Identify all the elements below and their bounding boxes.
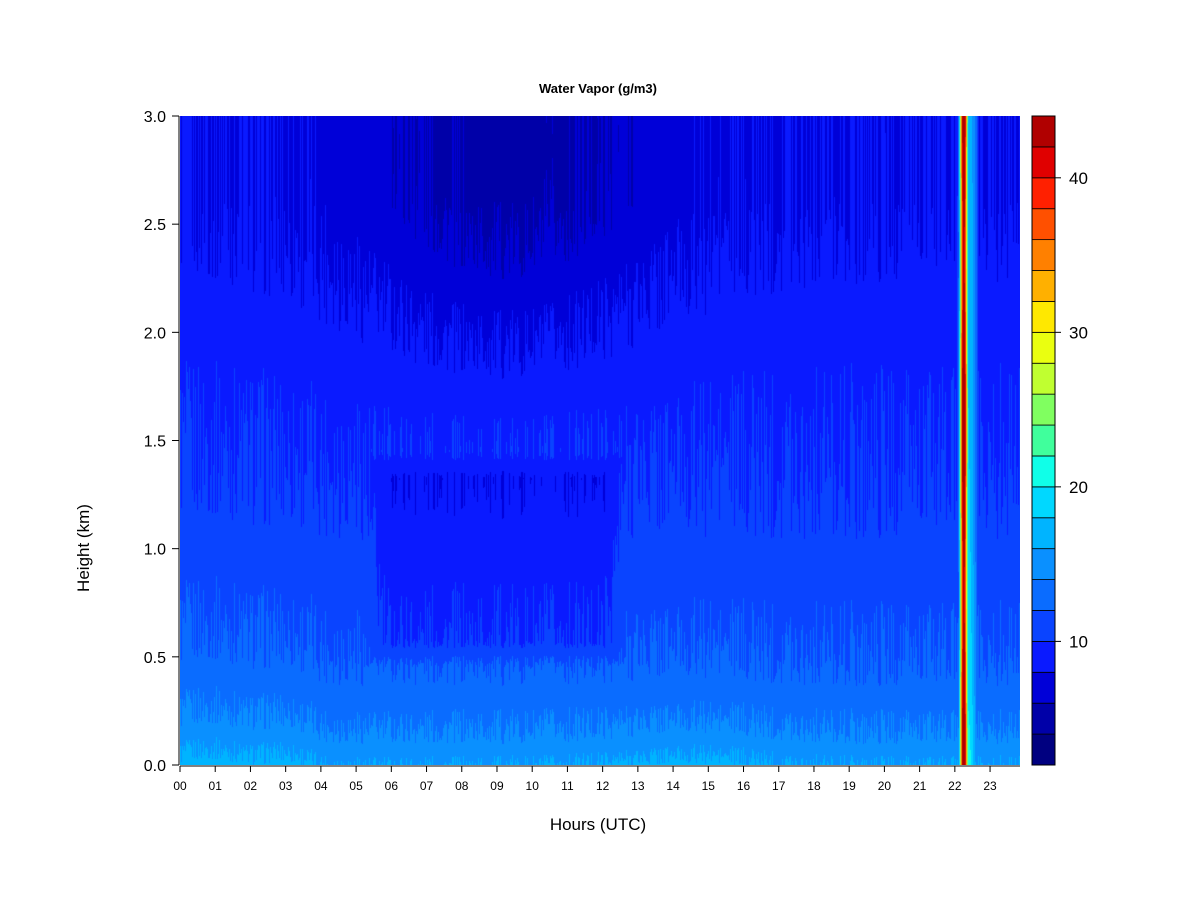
- y-tick-label: 0.5: [144, 650, 166, 667]
- y-tick-label: 2.0: [144, 325, 166, 342]
- colorbar-swatch: [1031, 640, 1056, 673]
- colorbar-frame: [1031, 115, 1056, 766]
- colorbar-swatch: [1031, 548, 1056, 580]
- colorbar-swatch: [1031, 517, 1056, 550]
- x-tick-label: 00: [173, 779, 187, 793]
- x-tick-label: 17: [772, 779, 786, 793]
- colorbar: 10 20 30 40: [1031, 115, 1088, 766]
- x-tick-label: 14: [666, 779, 680, 793]
- x-tick-label: 23: [983, 779, 997, 793]
- y-tick-label: 2.5: [144, 217, 166, 234]
- colorbar-swatch: [1031, 115, 1056, 148]
- x-tick-label: 21: [913, 779, 927, 793]
- water-vapor-field: [180, 116, 1020, 765]
- x-tick-label: 12: [596, 779, 610, 793]
- colorbar-tick-label: 20: [1069, 478, 1088, 497]
- colorbar-swatch: [1031, 362, 1056, 395]
- chart-title: Water Vapor (g/m3): [539, 81, 657, 96]
- y-axis-label: Height (km): [74, 504, 93, 592]
- colorbar-swatch: [1031, 146, 1056, 179]
- colorbar-swatch: [1031, 239, 1056, 271]
- y-tick-label: 0.0: [144, 758, 166, 775]
- colorbar-swatch: [1031, 301, 1056, 333]
- x-tick-label: 19: [843, 779, 857, 793]
- colorbar-tick-label: 30: [1069, 323, 1088, 342]
- colorbar-swatch: [1031, 208, 1056, 241]
- x-tick-label: 10: [526, 779, 540, 793]
- x-tick-label: 05: [349, 779, 363, 793]
- y-tick-label: 3.0: [144, 109, 166, 126]
- x-tick-label: 13: [631, 779, 645, 793]
- y-axis: 0.0 0.5 1.0 1.5 2.0 2.5 3.0: [144, 109, 180, 775]
- x-tick-label: 01: [209, 779, 223, 793]
- x-tick-label: 08: [455, 779, 469, 793]
- colorbar-swatch: [1031, 702, 1056, 735]
- colorbar-swatch: [1031, 455, 1056, 488]
- x-tick-label: 20: [878, 779, 892, 793]
- colorbar-swatch: [1031, 393, 1056, 426]
- colorbar-swatch: [1031, 424, 1056, 457]
- x-tick-label: 22: [948, 779, 962, 793]
- x-tick-label: 07: [420, 779, 434, 793]
- colorbar-swatch: [1031, 270, 1056, 302]
- x-tick-label: 02: [244, 779, 258, 793]
- colorbar-swatch: [1031, 486, 1056, 519]
- plot-area: [180, 116, 1020, 765]
- x-tick-label: 03: [279, 779, 293, 793]
- colorbar-swatch: [1031, 610, 1056, 642]
- colorbar-tick-label: 10: [1069, 632, 1088, 651]
- colorbar-swatch: [1031, 579, 1056, 611]
- x-axis-label: Hours (UTC): [550, 815, 646, 834]
- x-tick-label: 15: [702, 779, 716, 793]
- x-tick-label: 11: [561, 779, 574, 793]
- colorbar-tick-label: 40: [1069, 169, 1088, 188]
- x-tick-label: 04: [314, 779, 328, 793]
- x-tick-label: 06: [385, 779, 399, 793]
- colorbar-swatch: [1031, 331, 1056, 364]
- x-tick-label: 09: [490, 779, 504, 793]
- x-axis: 00 01 02 03 04 05 06 07 08 09 10 11 12 13 14 15 16 17 18 19…: [173, 765, 1020, 793]
- y-tick-label: 1.0: [144, 542, 166, 559]
- colorbar-swatch: [1031, 671, 1056, 704]
- x-tick-label: 16: [737, 779, 751, 793]
- y-tick-label: 1.5: [144, 434, 166, 451]
- colorbar-swatch: [1031, 177, 1056, 210]
- colorbar-swatch: [1031, 733, 1056, 766]
- x-tick-label: 18: [807, 779, 821, 793]
